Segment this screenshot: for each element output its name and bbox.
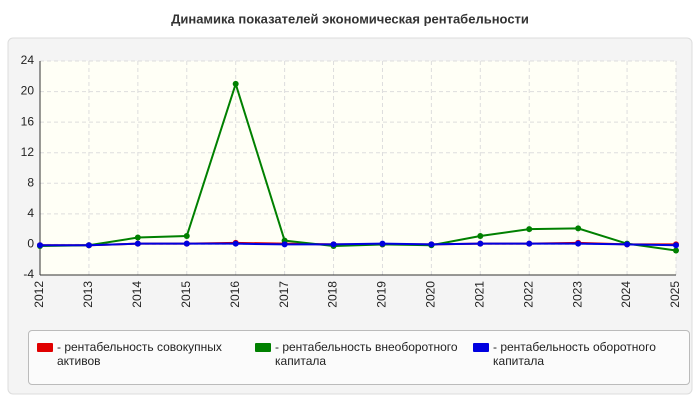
x-tick-label: 2022 <box>521 281 535 308</box>
legend-label: - рентабельность внеоборотного капитала <box>275 340 458 368</box>
x-tick-label: 2019 <box>375 281 389 308</box>
point <box>134 234 141 241</box>
series-line <box>39 80 677 252</box>
x-tick-label: 2018 <box>326 281 340 308</box>
x-tick-label: 2025 <box>668 281 682 308</box>
x-tick-label: 2017 <box>277 281 291 308</box>
point <box>428 241 435 248</box>
point <box>575 240 582 247</box>
x-tick-label: 2013 <box>81 281 95 308</box>
point <box>379 240 386 247</box>
x-tick-label: 2020 <box>424 281 438 308</box>
legend-item: - рентабельность совокупных активов <box>37 340 247 384</box>
y-tick-label: 0 <box>27 237 34 251</box>
legend-swatch <box>255 343 271 352</box>
point <box>183 240 190 247</box>
point <box>575 225 582 232</box>
point <box>330 241 337 248</box>
legend-label: - рентабельность оборотного капитала <box>493 340 656 368</box>
legend-swatch <box>37 343 53 352</box>
point <box>85 242 92 249</box>
point <box>526 226 533 233</box>
legend-item: - рентабельность оборотного капитала <box>473 340 683 384</box>
point <box>281 241 288 248</box>
plot-area <box>40 61 676 275</box>
point <box>526 240 533 247</box>
point <box>477 240 484 247</box>
legend-label: - рентабельность совокупных активов <box>57 340 222 368</box>
point <box>183 233 190 240</box>
x-tick-label: 2012 <box>32 281 46 308</box>
x-tick-label: 2021 <box>472 281 486 308</box>
y-tick-label: 8 <box>27 175 34 189</box>
x-tick-label: 2016 <box>228 281 242 308</box>
legend-item: - рентабельность внеоборотного капитала <box>255 340 465 384</box>
legend: - рентабельность совокупных активов - рен… <box>28 330 690 385</box>
y-tick-label: 20 <box>21 84 35 98</box>
chart-title: Динамика показателей экономическая рента… <box>171 11 529 26</box>
y-tick-label: 24 <box>21 53 35 67</box>
y-tick-label: 16 <box>21 114 35 128</box>
x-tick-label: 2014 <box>130 281 144 308</box>
point <box>673 242 679 249</box>
y-tick-label: -4 <box>23 267 34 281</box>
legend-swatch <box>473 343 489 352</box>
y-tick-label: 4 <box>27 206 34 220</box>
x-tick-label: 2023 <box>570 281 584 308</box>
point <box>232 240 239 247</box>
y-tick-label: 12 <box>21 145 35 159</box>
point <box>37 242 43 249</box>
series-line <box>40 242 677 247</box>
x-tick-label: 2024 <box>619 281 633 308</box>
point <box>477 233 484 240</box>
point <box>232 80 239 87</box>
x-tick-label: 2015 <box>179 281 193 308</box>
point <box>673 247 679 254</box>
point <box>134 240 141 247</box>
point <box>624 241 631 248</box>
